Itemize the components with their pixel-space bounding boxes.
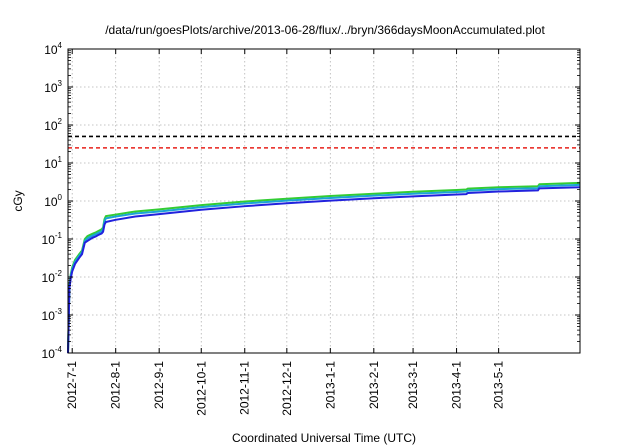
x-tick-label: 2012-12-1	[280, 361, 294, 416]
chart-title: /data/run/goesPlots/archive/2013-06-28/f…	[105, 23, 545, 37]
grid	[68, 49, 580, 353]
x-axis-label: Coordinated Universal Time (UTC)	[232, 431, 416, 445]
x-tick-label: 2013-2-1	[367, 361, 381, 409]
series-line	[67, 181, 581, 354]
x-tick-label: 2012-10-1	[194, 361, 208, 416]
y-tick-label: 10-1	[42, 231, 63, 247]
x-tick-label: 2013-3-1	[406, 361, 420, 409]
x-tick-label: 2013-4-1	[450, 361, 464, 409]
y-tick-label: 10-3	[42, 307, 63, 323]
series-group	[67, 181, 581, 354]
y-tick-label: 101	[44, 155, 62, 171]
y-tick-label: 102	[44, 117, 62, 133]
y-tick-label: 10-2	[42, 269, 63, 285]
x-tick-label: 2012-9-1	[152, 361, 166, 409]
x-tick-label: 2012-11-1	[238, 361, 252, 415]
y-tick-label: 104	[44, 41, 62, 57]
y-axis: 10-4 10-3 10-2 10-1 100 101 102 103 104	[42, 41, 580, 361]
y-tick-label: 103	[44, 79, 62, 95]
y-axis-label: cGy	[11, 190, 25, 211]
reference-lines	[68, 135, 580, 149]
x-tick-label: 2012-8-1	[109, 361, 123, 409]
x-axis: 2012-7-1 2012-8-1 2012-9-1 2012-10-1 2012-11…	[65, 49, 506, 416]
x-tick-label: 2013-1-1	[323, 361, 337, 409]
x-tick-label: 2013-5-1	[492, 361, 506, 409]
x-tick-label: 2012-7-1	[65, 361, 79, 409]
y-tick-label: 10-4	[42, 345, 63, 361]
series-line	[67, 183, 581, 354]
y-tick-label: 100	[44, 193, 62, 209]
series-line	[67, 186, 581, 354]
